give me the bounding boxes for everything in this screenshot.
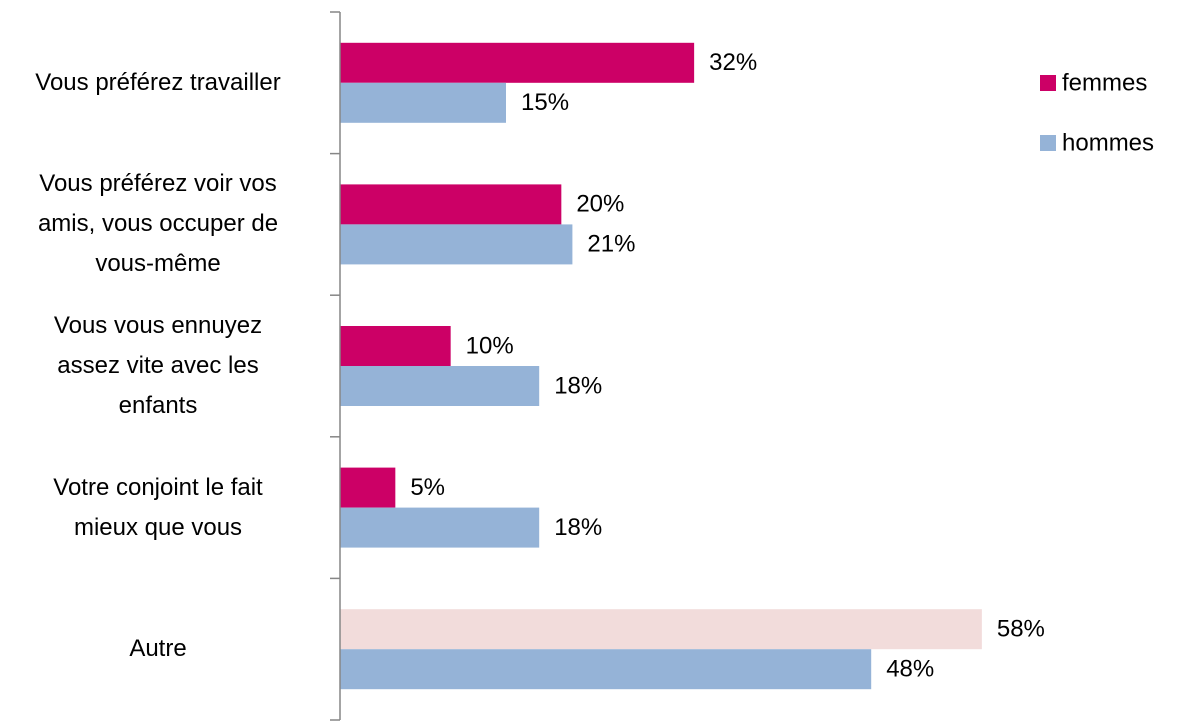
data-label: 21% xyxy=(587,231,635,258)
legend-swatch xyxy=(1040,135,1056,151)
legend-swatch xyxy=(1040,75,1056,91)
bar xyxy=(340,224,573,265)
legend-label: femmes xyxy=(1062,69,1147,96)
bar xyxy=(340,609,982,650)
bar xyxy=(340,184,562,225)
legend-label: hommes xyxy=(1062,129,1154,156)
bar xyxy=(340,366,540,406)
data-label: 32% xyxy=(709,49,757,76)
bar xyxy=(340,467,396,508)
bar xyxy=(340,326,451,366)
data-label: 58% xyxy=(997,616,1045,643)
data-label: 48% xyxy=(886,656,934,683)
category-label: Vous préférez travailler xyxy=(35,68,281,96)
bar xyxy=(340,649,872,690)
data-label: 18% xyxy=(554,372,602,399)
data-label: 20% xyxy=(576,191,624,218)
category-label: Vous vous ennuyez assez vite avec les en… xyxy=(53,312,263,419)
category-label: Autre xyxy=(129,635,187,663)
data-label: 18% xyxy=(554,514,602,541)
category-label: Votre conjoint le fait mieux que vous xyxy=(53,473,263,541)
bar xyxy=(340,507,540,548)
bar xyxy=(340,82,506,123)
data-label: 15% xyxy=(521,89,569,116)
data-label: 10% xyxy=(466,332,514,359)
bar xyxy=(340,42,695,83)
data-label: 5% xyxy=(410,474,445,501)
category-label: Vous préférez voir vos amis, vous occupe… xyxy=(37,170,279,278)
